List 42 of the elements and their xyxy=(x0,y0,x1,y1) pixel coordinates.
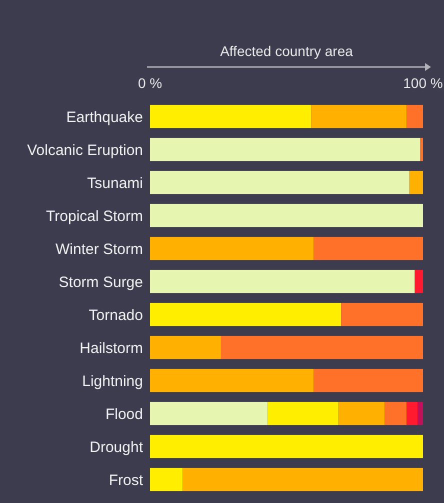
bar xyxy=(341,302,423,326)
bar xyxy=(338,402,385,426)
bar xyxy=(314,236,423,260)
bar xyxy=(150,434,423,458)
y-tick-label: Drought xyxy=(90,438,144,456)
bar xyxy=(311,104,407,128)
x-tick-label: 0 % xyxy=(138,75,162,91)
bar xyxy=(314,368,423,392)
bar xyxy=(150,368,314,392)
bar xyxy=(267,402,338,426)
bar xyxy=(220,336,423,360)
bar xyxy=(150,336,221,360)
y-tick-label: Earthquake xyxy=(66,108,143,126)
bar xyxy=(150,138,420,162)
y-tick-label: Flood xyxy=(105,406,143,423)
bar xyxy=(418,402,423,426)
bar xyxy=(150,402,268,426)
y-tick-label: Storm Surge xyxy=(58,274,143,291)
y-tick-label: Volcanic Eruption xyxy=(27,142,143,159)
y-tick-label: Lightning xyxy=(82,372,143,390)
y-tick-label: Tropical Storm xyxy=(46,208,143,225)
bar xyxy=(150,204,423,228)
x-tick-label: 100 % xyxy=(403,75,443,91)
bar xyxy=(420,138,423,162)
bar xyxy=(150,104,312,128)
x-axis-title: Affected country area xyxy=(220,43,354,59)
y-tick-label: Frost xyxy=(108,472,144,489)
bar xyxy=(150,302,342,326)
bar xyxy=(384,402,407,426)
bar xyxy=(150,468,183,492)
y-tick-label: Winter Storm xyxy=(55,240,143,258)
bar xyxy=(409,170,423,194)
bar xyxy=(414,270,423,294)
bar xyxy=(150,236,314,260)
bar xyxy=(182,468,423,492)
bar xyxy=(150,170,410,194)
y-tick-label: Tsunami xyxy=(87,174,143,192)
y-tick-label: Tornado xyxy=(88,306,143,324)
y-tick-label: Hailstorm xyxy=(80,340,143,357)
bar xyxy=(406,402,418,426)
bar xyxy=(406,104,423,128)
bar xyxy=(150,270,415,294)
